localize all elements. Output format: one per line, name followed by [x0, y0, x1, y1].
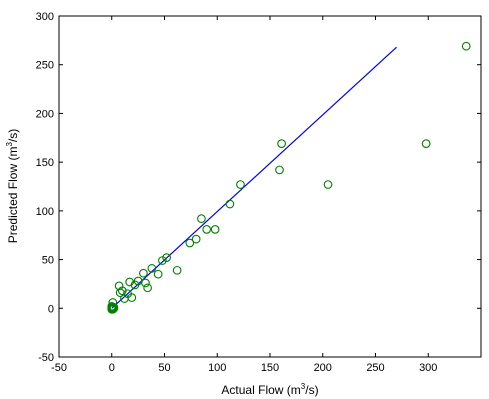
data-point [162, 253, 171, 262]
data-point [125, 277, 135, 287]
x-tick-label: 200 [314, 362, 332, 374]
fit-line-layer [111, 46, 398, 309]
data-point [143, 283, 152, 293]
data-point [153, 269, 163, 279]
data-point [275, 165, 284, 175]
data-point [225, 199, 235, 209]
data-point [185, 238, 195, 248]
data-point [197, 214, 206, 224]
data-point [277, 139, 286, 148]
data-point [127, 293, 137, 302]
x-axis-title: Actual Flow (m3/s) [221, 382, 318, 397]
y-tick-label: 300 [36, 11, 54, 23]
data-point [421, 139, 431, 148]
axis-ticks: -50 0 50 100 150 200 250 300 -50 0 50 100 150 200 250 3… [36, 11, 481, 374]
fit-line [111, 46, 398, 309]
y-axis-title: Predicted Flow (m3/s) [5, 129, 20, 244]
data-point [141, 278, 150, 288]
x-tick-label: 250 [366, 362, 384, 374]
y-tick-label: 250 [36, 60, 54, 72]
y-tick-label: 200 [36, 108, 54, 120]
data-point [202, 225, 212, 234]
data-point [172, 265, 182, 275]
data-point [107, 304, 117, 314]
x-tick-label: 150 [261, 362, 279, 374]
x-tick-label: 100 [208, 362, 226, 374]
data-point [210, 225, 220, 234]
plot-area [58, 15, 482, 358]
data-point [323, 180, 333, 189]
data-point [147, 263, 157, 273]
x-tick-label: -50 [51, 362, 67, 374]
x-tick-label: 300 [419, 362, 437, 374]
data-point [139, 268, 148, 278]
data-point [108, 298, 118, 307]
y-tick-label: 50 [42, 255, 54, 267]
x-tick-label: 50 [158, 362, 170, 374]
y-tick-label: 150 [36, 157, 54, 169]
y-tick-label: -50 [38, 352, 54, 364]
data-point [461, 41, 471, 51]
data-point [191, 234, 201, 244]
data-points-layer [107, 41, 471, 314]
x-tick-label: 0 [109, 362, 115, 374]
y-tick-label: 100 [36, 206, 54, 218]
data-point [117, 286, 127, 296]
y-tick-label: 0 [48, 303, 54, 315]
data-point [109, 302, 119, 312]
data-point [236, 180, 245, 189]
